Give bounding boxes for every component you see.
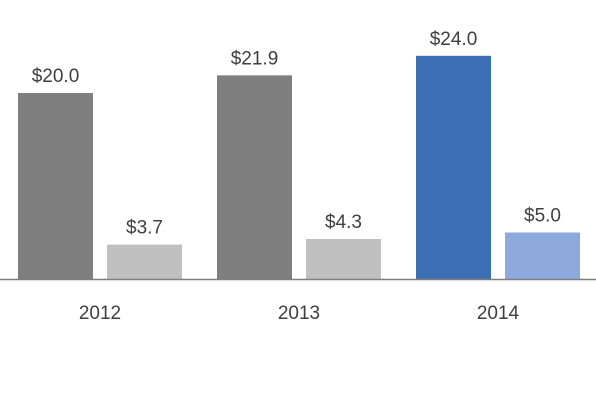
bar-2014-series-1: [416, 55, 491, 279]
data-label-2012-series-1: $20.0: [32, 66, 80, 87]
data-label-2012-series-2: $3.7: [126, 218, 163, 239]
bar-2013-series-1: [217, 75, 292, 279]
x-tick-label-2014: 2014: [477, 303, 520, 324]
bar-2013-series-2: [306, 239, 381, 279]
data-label-2013-series-1: $21.9: [231, 48, 279, 69]
data-label-2013-series-2: $4.3: [325, 212, 362, 233]
bar-2012-series-1: [18, 93, 93, 279]
x-tick-labels-group: 2012 2013 2014: [79, 303, 520, 324]
data-label-2014-series-1: $24.0: [430, 29, 478, 50]
data-labels-group: $20.0 $21.9 $24.0 $3.7 $4.3 $5.0: [32, 29, 561, 239]
bar-2012-series-2: [107, 244, 182, 279]
x-tick-label-2012: 2012: [79, 303, 121, 324]
bars-group: [18, 55, 580, 279]
bar-2014-series-2: [505, 232, 580, 279]
x-tick-label-2013: 2013: [278, 303, 320, 324]
data-label-2014-series-2: $5.0: [524, 206, 561, 227]
